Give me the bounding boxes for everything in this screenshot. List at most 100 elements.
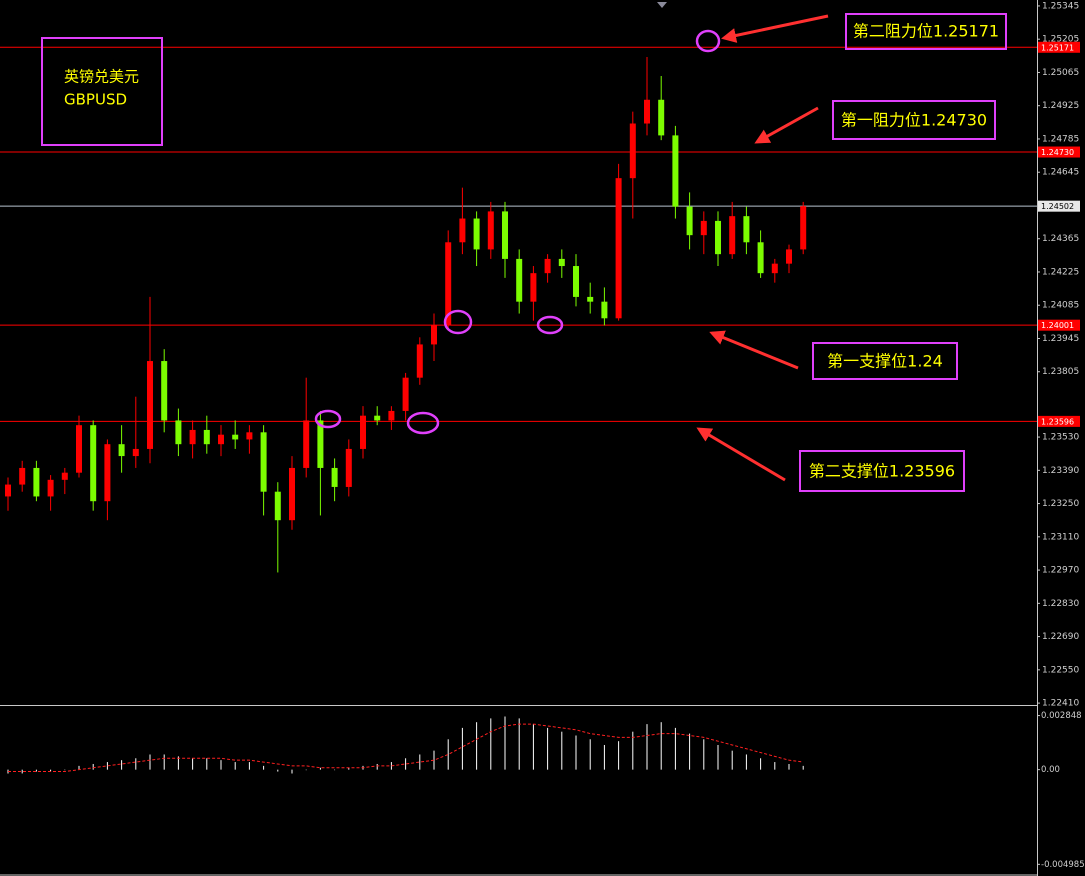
shift-marker [657,2,667,8]
price-tag-label: 1.24730 [1041,148,1074,157]
candle-body [729,216,736,255]
highlight-ellipse [443,309,473,335]
candle-body [573,266,579,297]
annotation-text: 第一阻力位1.24730 [841,111,987,130]
candle-body [502,211,508,259]
annotations: 英镑兑美元 GBPUSD 第二阻力位1.25171 第一阻力位1.24730 第… [41,13,1007,492]
highlight-ellipse [536,315,564,335]
y-tick-label: 1.23805 [1042,367,1079,377]
annotation-text: 第二支撑位1.23596 [809,462,955,481]
candle-body [19,467,26,485]
candle-body [118,444,125,457]
candle-body [445,242,452,326]
arrow [696,427,786,482]
y-tick-label: -0.004985 [1041,860,1085,870]
y-tick-label: 1.25205 [1042,35,1079,45]
candle-body [132,448,139,457]
y-tick-label: 1.25065 [1042,68,1079,78]
price-tag-label: 1.24502 [1041,202,1074,211]
y-tick-label: 1.22830 [1042,599,1079,609]
annotation-box [799,450,965,492]
candle-body [232,434,239,440]
price-tag [1038,200,1080,212]
candle-body [587,296,594,302]
y-tick-label: 1.22690 [1042,632,1079,642]
candle-body [76,425,82,473]
annotation-box [845,13,1007,50]
symbol-box [41,37,163,146]
annotation-box [812,342,958,380]
candle-body [345,448,352,487]
candle-body [203,429,210,445]
arrow [709,330,799,370]
y-tick-label: 1.22410 [1042,699,1079,709]
candle-body [487,211,494,250]
candle-body [757,242,764,274]
y-tick-label: 1.24645 [1042,168,1079,178]
candle-body [260,432,267,492]
candle-body [147,361,153,449]
candle-body [544,258,551,274]
candle-body [161,361,168,421]
candle-body [431,325,437,345]
candle-body [61,472,68,480]
highlight-ellipse [314,409,342,429]
price-tag-label: 1.23596 [1041,417,1074,426]
price-tag [1038,319,1080,331]
y-tick-label: 1.22550 [1042,665,1079,675]
y-tick-label: 1.24225 [1042,267,1079,277]
candle-body [317,420,324,468]
y-tick-label: 1.24085 [1042,301,1079,311]
candle-body [644,99,650,124]
price-tag [1038,146,1080,158]
y-tick-label: 1.24365 [1042,234,1079,244]
candle-body [47,479,54,497]
candle-body [388,410,395,421]
y-tick-label: 1.25345 [1042,1,1079,11]
annotation-box [832,100,996,140]
candle-body [530,273,537,302]
arrow [754,106,819,144]
y-tick-label: 0.00 [1041,765,1060,775]
candle-body [629,123,636,179]
candle-body [189,429,196,445]
price-tag [1038,415,1080,427]
candle-body [331,467,338,487]
candle-body [800,206,807,250]
symbol-subtitle: GBPUSD [64,91,127,109]
candle-body [374,415,381,421]
candle-body [686,206,693,236]
candle-body [303,420,310,468]
candle-body [743,216,750,243]
candle-body [715,220,721,255]
y-tick-label: 0.002848 [1041,711,1082,721]
candle-body [658,99,665,136]
candle-body [274,491,281,521]
highlight-ellipse [695,29,721,53]
candle-body [33,467,40,497]
arrow [721,14,829,43]
candle-body [402,377,409,411]
candle-body [558,258,565,267]
candle-body [459,218,466,243]
candle-body [601,301,608,319]
candle-body [771,263,778,274]
price-tag-label: 1.24001 [1041,321,1074,330]
y-tick-label: 1.24785 [1042,134,1079,144]
candle-body [700,220,707,236]
candle-body [218,434,224,445]
y-tick-label: 1.24925 [1042,101,1079,111]
candle-body [5,484,11,497]
price-tag [1038,41,1080,53]
y-tick-label: 1.23250 [1042,499,1079,509]
candle-body [786,249,792,264]
candle-body [175,420,182,445]
highlight-ellipse [406,411,440,435]
candle-body [516,258,523,302]
y-tick-label: 1.23945 [1042,334,1079,344]
symbol-title: 英镑兑美元 [64,68,139,86]
candle-body [672,135,679,207]
